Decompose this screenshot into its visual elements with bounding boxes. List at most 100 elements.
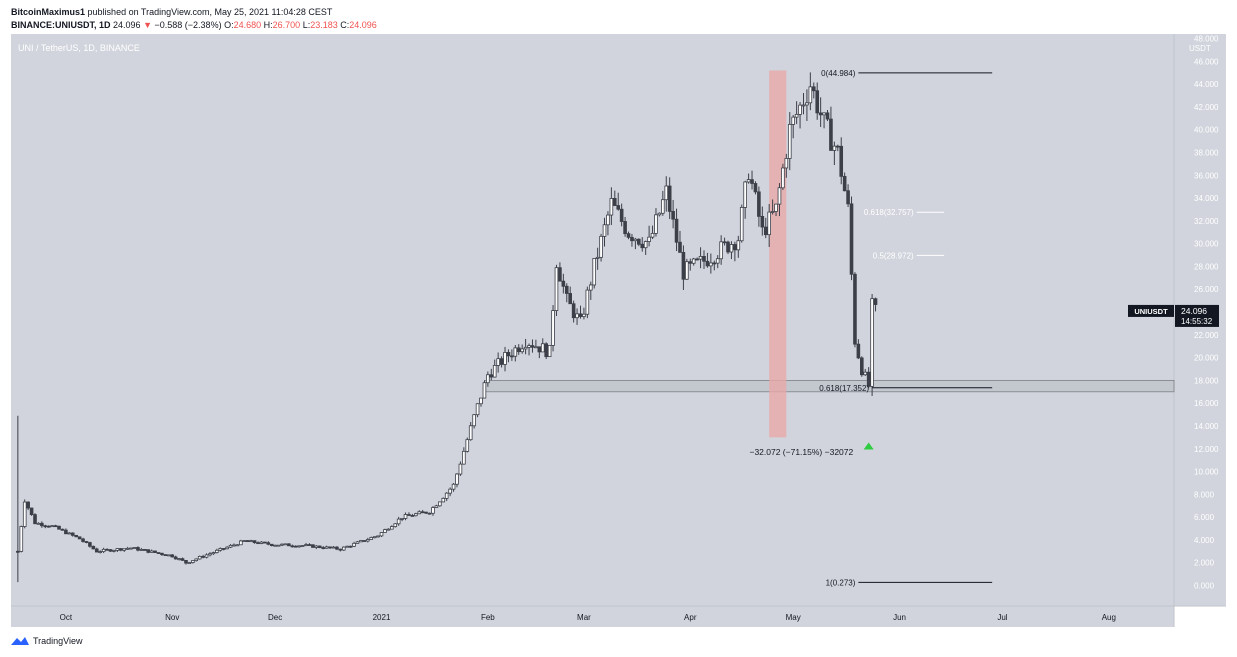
candle-body [691,258,696,264]
candle-body [503,352,507,365]
candle-body [359,540,363,543]
candle-body [252,540,257,544]
candle-body [825,112,830,120]
candle-body [506,352,511,357]
candle-body [338,548,343,551]
brand-label: TradingView [33,636,83,646]
candle-body [46,525,51,528]
candle-body [578,313,583,317]
candle-body [650,232,655,238]
candle-body [681,251,686,280]
candle-body [225,546,229,550]
candle-body [414,513,418,517]
candle-body [283,543,288,546]
candle-body [77,536,82,540]
candle-body [688,261,693,264]
candle-body [177,558,181,561]
candle-body [815,90,820,114]
x-tick-label: Feb [481,613,495,622]
open-value: 24.680 [233,20,262,30]
candle-body [664,185,669,201]
candle-body [451,483,456,490]
price-axis-unit: USDT [1189,44,1211,53]
candle-body [606,214,610,226]
candle-body [118,548,123,551]
candle-body [345,545,350,548]
candle-body [304,544,308,546]
low-label: L: [302,20,311,30]
y-tick-label: 26.000 [1194,285,1219,294]
candle-body [64,529,68,535]
price-chart[interactable]: UNI / TetherUS, 1D, BINANCE USDT 0(44.98… [11,34,1226,627]
candle-body [321,547,325,549]
close-label: C: [340,20,350,30]
candle-body [235,544,240,547]
symbol-tag-label: UNIUSDT [1134,307,1168,316]
candle-body [156,552,161,554]
candle-body [149,550,154,553]
y-tick-label: 38.000 [1194,149,1219,158]
candle-body [750,179,754,184]
candle-body [204,554,209,558]
candle-body [475,403,480,416]
y-tick-label: 34.000 [1194,194,1219,203]
candle-body [637,238,641,245]
y-tick-label: 18.000 [1194,376,1219,385]
fib-level-label: 1(0.273) [826,578,856,587]
candle-body [91,545,96,550]
candle-body [249,540,253,543]
candle-body [67,532,72,535]
candle-body [770,211,775,213]
x-tick-label: May [786,613,801,622]
candle-body [293,545,298,548]
candle-body [187,562,192,564]
candle-body [619,208,624,222]
published-text: published on TradingView.com, May 25, 20… [87,7,333,17]
candle-body [647,236,651,242]
candle-body [719,241,723,260]
candle-body [201,555,205,558]
candle-body [142,549,147,551]
candle-body [365,539,370,542]
candle-body [242,540,247,542]
candle-body [544,343,548,358]
candle-body [726,241,730,253]
y-tick-label: 22.000 [1194,331,1219,340]
candle-body [208,553,212,556]
candle-body [194,558,199,562]
candle-body [513,347,518,357]
tradingview-brand[interactable]: TradingView [11,636,83,646]
candle-body [170,554,175,558]
candle-body [698,256,703,260]
plot-area[interactable] [11,34,1174,606]
candle-body [873,298,878,305]
candle-body [853,273,857,345]
candle-body [492,365,497,378]
candle-body [57,525,61,530]
candle-body [50,525,54,528]
candle-body [269,543,274,547]
candle-body [520,348,524,353]
author-name[interactable]: BitcoinMaximus1 [11,7,86,17]
candle-body [465,439,470,452]
candle-body [19,526,24,552]
y-tick-label: 16.000 [1194,399,1219,408]
candle-body [829,118,833,151]
candle-body [588,284,593,291]
x-tick-label: Dec [268,613,282,622]
candle-body [53,525,58,528]
candle-body [739,207,744,242]
candle-body [180,558,185,561]
candle-body [486,374,490,384]
candle-body [403,514,408,519]
candle-body [510,355,514,358]
y-tick-label: 8.000 [1194,490,1215,499]
candle-body [527,345,531,348]
candle-body [125,547,130,550]
low-value: 23.183 [310,20,338,30]
candle-body [101,548,106,552]
time-axis[interactable] [11,606,1174,627]
candle-body [314,545,319,548]
candle-body [455,473,459,485]
candle-body [273,544,277,547]
